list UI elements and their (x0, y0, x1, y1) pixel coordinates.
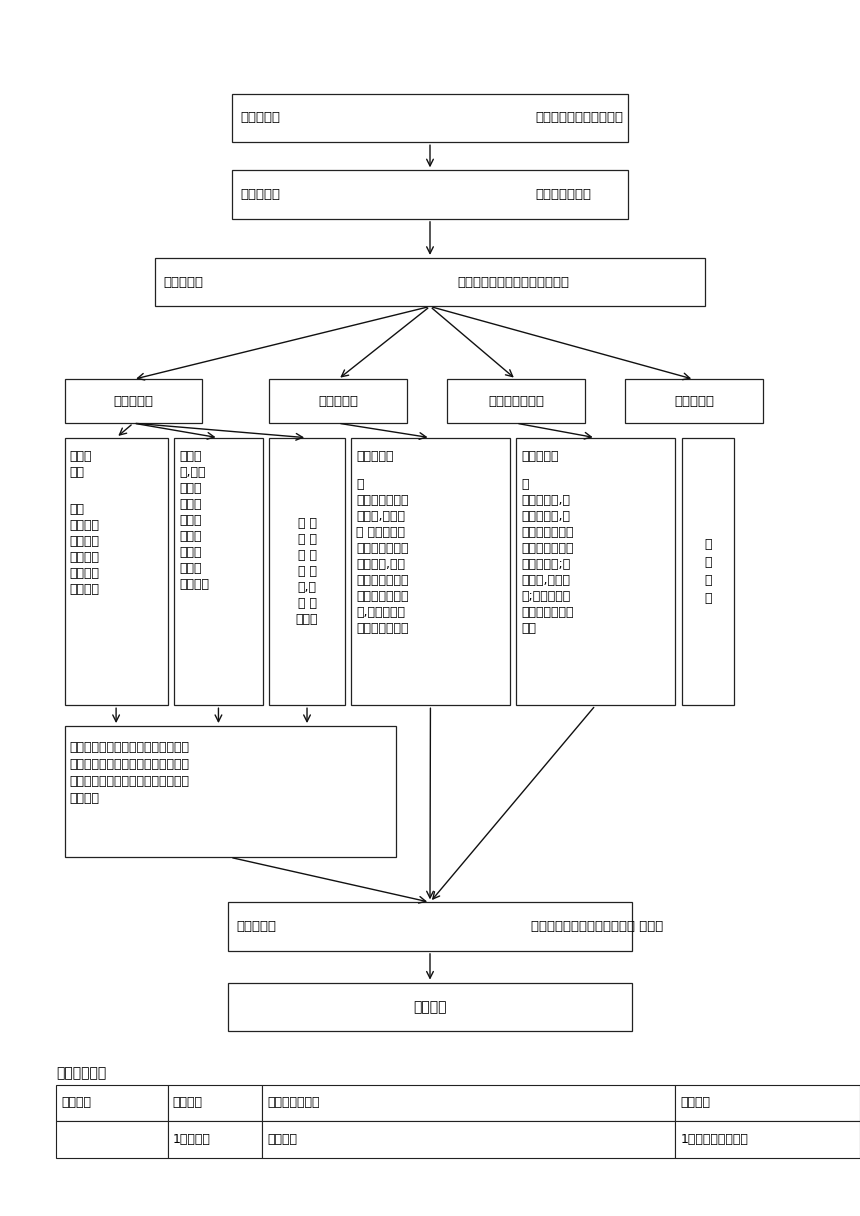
Bar (155, 258, 705, 306)
Text: 学
生
自
学: 学 生 自 学 (704, 537, 711, 606)
Text: 生物多样性三个层次及其之间 的关系: 生物多样性三个层次及其之间 的关系 (531, 921, 663, 933)
Bar (168, 1085, 262, 1121)
Text: 1、观看影: 1、观看影 (173, 1133, 211, 1145)
Text: 教师组织与引导: 教师组织与引导 (267, 1097, 320, 1109)
Bar (56, 1121, 168, 1158)
Bar (516, 438, 675, 705)
Text: 生物多样性简介: 生物多样性简介 (535, 188, 591, 201)
Text: 引导
学生从分
子水平分
析生物多
样性产生
的原因。: 引导 学生从分 子水平分 析生物多 样性产生 的原因。 (70, 503, 100, 596)
Text: 学
生收集图片,教
师准备地图,为
各种生物找到他
们的家。根据活
动提问总结;观
看影片,提问总
结;师生共同总
结生态系统多样
性。: 学 生收集图片,教 师准备地图,为 各种生物找到他 们的家。根据活 动提问总结;… (521, 478, 574, 635)
Text: 情景导入：: 情景导入： (241, 112, 281, 124)
Text: 学生活动：: 学生活动： (356, 450, 394, 463)
Text: 教学意图: 教学意图 (680, 1097, 710, 1109)
Bar (64, 379, 202, 423)
Text: 小组活动：: 小组活动： (521, 450, 559, 463)
Bar (447, 379, 585, 423)
Text: 播放生物多样性影片片断: 播放生物多样性影片片断 (535, 112, 623, 124)
Text: 课堂练习: 课堂练习 (414, 1000, 446, 1014)
Text: 物种多样性: 物种多样性 (318, 395, 358, 407)
Text: 遗传多样性: 遗传多样性 (114, 395, 153, 407)
Bar (232, 170, 628, 219)
Bar (269, 379, 407, 423)
Bar (351, 438, 510, 705)
Text: 【教学过程】: 【教学过程】 (56, 1066, 106, 1081)
Text: 生态系统多样性: 生态系统多样性 (488, 395, 544, 407)
Bar (168, 1121, 262, 1158)
Text: 生物多样性概念及其主要的内容: 生物多样性概念及其主要的内容 (458, 276, 569, 288)
Bar (262, 1085, 675, 1121)
Text: 1、观看影片激发学: 1、观看影片激发学 (680, 1133, 748, 1145)
Bar (682, 438, 734, 705)
Bar (625, 379, 763, 423)
Bar (64, 726, 396, 857)
Text: 景观多样性: 景观多样性 (674, 395, 714, 407)
Text: 教学内容: 教学内容 (61, 1097, 91, 1109)
Text: 课堂小结：: 课堂小结： (237, 921, 277, 933)
Bar (675, 1121, 860, 1158)
Bar (64, 438, 168, 705)
Text: 图片展
示,染色
体多样
性引导
学生从
染色体
变异分
析细胞
多样性。: 图片展 示,染色 体多样 性引导 学生从 染色体 变异分 析细胞 多样性。 (179, 450, 209, 591)
Bar (232, 94, 628, 142)
Bar (675, 1085, 860, 1121)
Text: 总结：遗传多样性和进化的关系：一
个物种的遗传多样性越丰富，对环境
的适应就越广，同时反映了物种的进
化潜力。: 总结：遗传多样性和进化的关系：一 个物种的遗传多样性越丰富，对环境 的适应就越广… (70, 741, 190, 805)
Text: 概念分析：: 概念分析： (163, 276, 204, 288)
Bar (56, 1085, 168, 1121)
Bar (174, 438, 263, 705)
Text: 学生活动: 学生活动 (173, 1097, 203, 1109)
Text: 学
生描述介绍和学
生阅读,小组讨
论 分析物种多
样性现状及其产
生的原因,讨论
得出合理的保护
物种多样性的方
法,对学生进行
爱国主义教育。: 学 生描述介绍和学 生阅读,小组讨 论 分析物种多 样性现状及其产 生的原因,讨… (356, 478, 408, 635)
Text: 探究活
动：: 探究活 动： (70, 450, 92, 479)
Bar (262, 1121, 675, 1158)
Text: 图 片
展 示
和 学
生 描
述,个
体 多
样性。: 图 片 展 示 和 学 生 描 述,个 体 多 样性。 (296, 517, 318, 626)
Text: 提出课题：: 提出课题： (241, 188, 281, 201)
Bar (228, 902, 632, 951)
Bar (228, 983, 632, 1031)
Bar (269, 438, 345, 705)
Text: 播放影片: 播放影片 (267, 1133, 298, 1145)
